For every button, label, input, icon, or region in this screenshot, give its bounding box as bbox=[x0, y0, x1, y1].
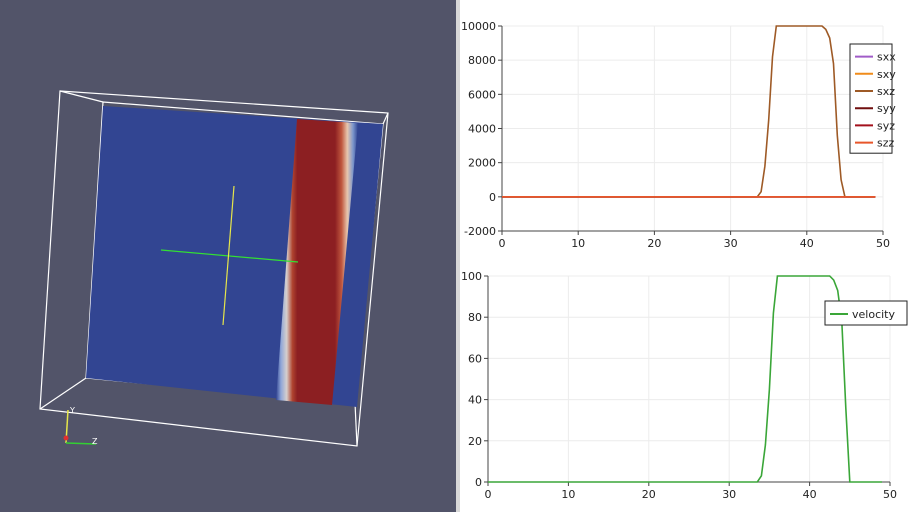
yellow-probe-line bbox=[222, 185, 235, 326]
render-view[interactable]: Y Z bbox=[0, 0, 456, 512]
y-tick-label: 20 bbox=[468, 435, 482, 448]
orientation-axes-icon: Y Z bbox=[63, 406, 98, 446]
panel-splitter[interactable] bbox=[456, 0, 460, 512]
x-tick-label: 0 bbox=[485, 488, 492, 501]
render-scene[interactable]: Y Z bbox=[0, 0, 456, 512]
legend-label-szz: szz bbox=[877, 137, 895, 150]
line-chart-panels: 0 10 20 30 40 50 -2000 0 2000 4000 6000 8000 10000 sx… bbox=[460, 0, 912, 512]
y-tick-label: 60 bbox=[468, 352, 482, 365]
legend-label-sxy: sxy bbox=[877, 68, 896, 81]
y-tick-label: 6000 bbox=[468, 88, 496, 101]
green-probe-line bbox=[160, 249, 299, 263]
y-tick-label: -2000 bbox=[464, 225, 496, 238]
series-line-sxz bbox=[502, 25, 876, 198]
x-tick-label: 20 bbox=[647, 237, 661, 250]
chart-legend bbox=[849, 43, 893, 154]
y-tick-label: 10000 bbox=[461, 20, 496, 33]
x-tick-label: 30 bbox=[724, 237, 738, 250]
axis-y-label: Y bbox=[69, 406, 75, 415]
x-tick-label: 30 bbox=[722, 488, 736, 501]
stress-line-chart[interactable]: 0 10 20 30 40 50-20000200040006000800010000sx… bbox=[460, 0, 912, 256]
y-tick-label: 40 bbox=[468, 394, 482, 407]
x-tick-label: 20 bbox=[642, 488, 656, 501]
x-tick-label: 40 bbox=[803, 488, 817, 501]
y-tick-label: 0 bbox=[489, 191, 496, 204]
legend-label-syy: syy bbox=[877, 102, 896, 115]
y-tick-label: 100 bbox=[461, 270, 482, 283]
legend-label-sxx: sxx bbox=[877, 51, 896, 64]
y-tick-label: 0 bbox=[475, 476, 482, 489]
velocity-line-chart[interactable]: 0 10 20 30 40 50 0 20 40 60 80 100 velocity bbox=[460, 256, 912, 512]
y-tick-label: 2000 bbox=[468, 157, 496, 170]
x-tick-label: 10 bbox=[571, 237, 585, 250]
series-line-velocity bbox=[488, 275, 882, 483]
x-tick-label: 0 bbox=[499, 237, 506, 250]
bounding-box-outline bbox=[39, 90, 389, 447]
y-tick-label: 80 bbox=[468, 311, 482, 324]
x-tick-label: 40 bbox=[800, 237, 814, 250]
legend-label-syz: syz bbox=[877, 119, 895, 132]
x-tick-label: 50 bbox=[876, 237, 890, 250]
y-tick-label: 4000 bbox=[468, 123, 496, 136]
x-tick-label: 50 bbox=[883, 488, 897, 501]
stress-wave-band bbox=[276, 119, 358, 405]
x-tick-label: 10 bbox=[561, 488, 575, 501]
legend-label-sxz: sxz bbox=[877, 85, 895, 98]
axis-z-label: Z bbox=[92, 437, 98, 446]
y-tick-label: 8000 bbox=[468, 54, 496, 67]
legend-label-velocity: velocity bbox=[852, 308, 895, 321]
